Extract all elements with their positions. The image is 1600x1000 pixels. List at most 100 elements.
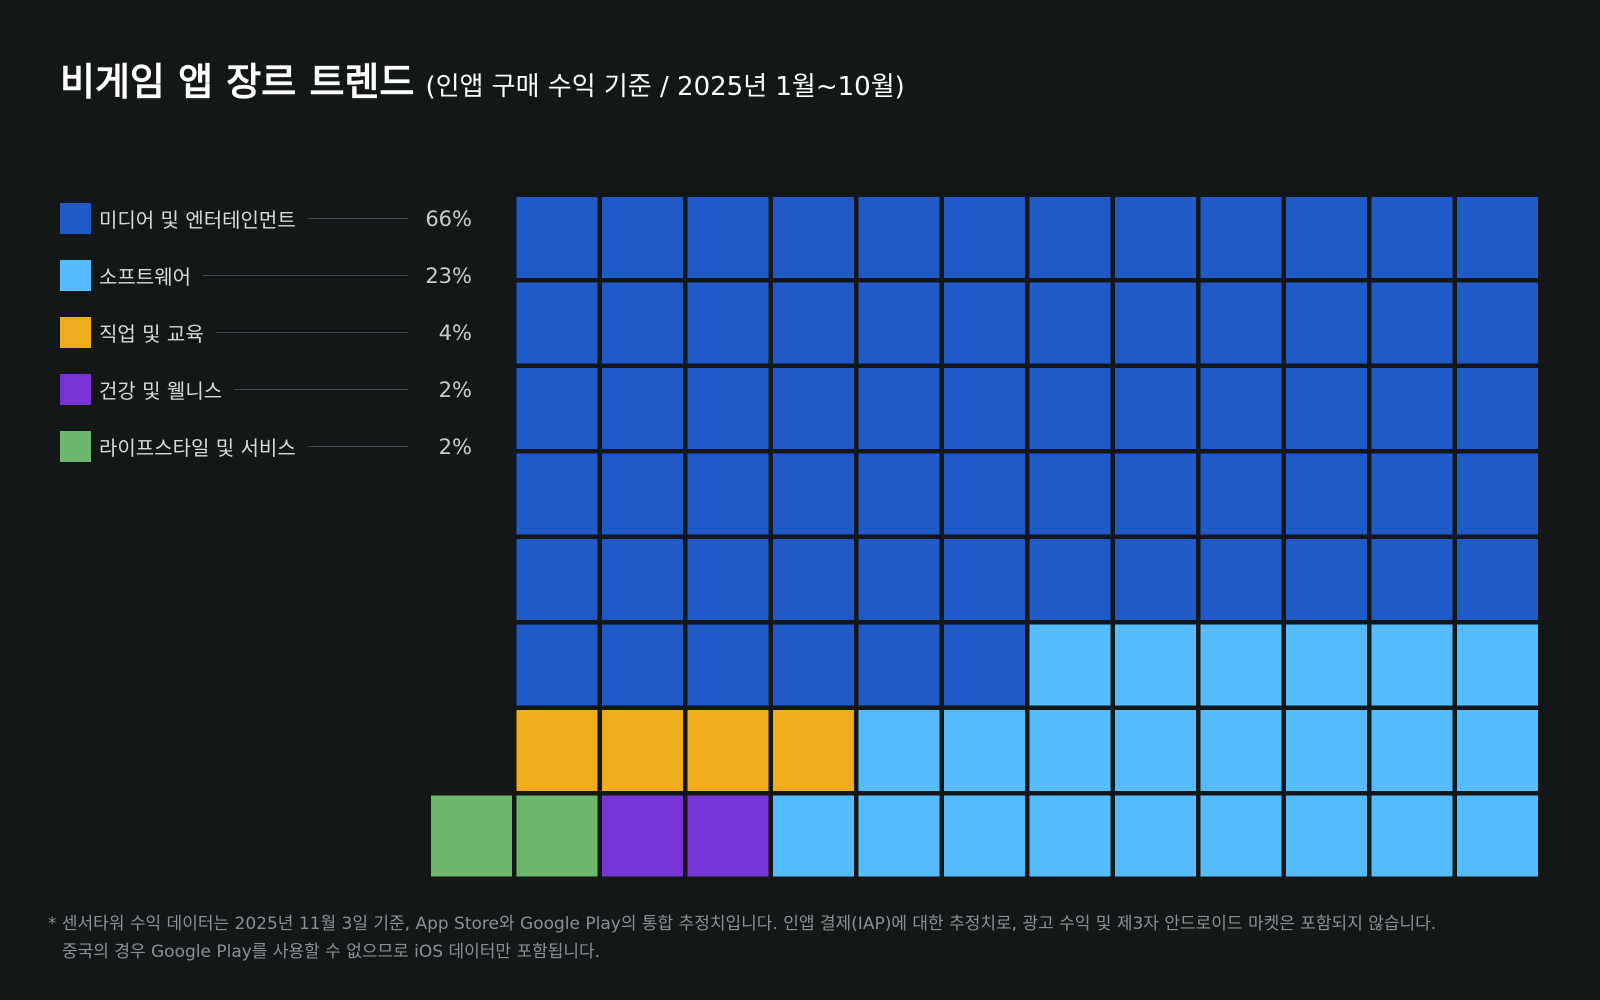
waffle-cell-lifestyle-services: [516, 795, 598, 877]
waffle-cell-media-entertainment: [516, 368, 598, 449]
legend-swatch-jobs-education: [60, 317, 91, 348]
waffle-cell-media-entertainment: [773, 624, 854, 706]
waffle-cell-media-entertainment: [602, 624, 683, 706]
waffle-cell-media-entertainment: [1371, 282, 1453, 364]
waffle-cell-media-entertainment: [1286, 539, 1367, 620]
waffle-cell-software: [1457, 624, 1538, 706]
legend-label-jobs-education: 직업 및 교육: [99, 322, 204, 346]
waffle-cell-media-entertainment: [1200, 282, 1282, 364]
waffle-cell-media-entertainment: [1457, 197, 1538, 278]
waffle-cell-media-entertainment: [1200, 368, 1282, 449]
legend-swatch-lifestyle-services: [60, 431, 91, 462]
waffle-cell-media-entertainment: [687, 539, 769, 620]
waffle-cell-media-entertainment: [1371, 368, 1453, 449]
waffle-cell-media-entertainment: [858, 539, 940, 620]
footnote-line-2: 중국의 경우 Google Play를 사용할 수 없으므로 iOS 데이터만 …: [62, 942, 601, 962]
legend-item-media-entertainment: 미디어 및 엔터테인먼트 66%: [60, 190, 472, 247]
waffle-cell-media-entertainment: [1029, 368, 1111, 449]
waffle-cell-media-entertainment: [1286, 197, 1367, 278]
waffle-cell-media-entertainment: [687, 368, 769, 449]
waffle-cell-software: [1286, 624, 1367, 706]
waffle-cell-software: [1115, 710, 1196, 791]
legend-swatch-media-entertainment: [60, 203, 91, 234]
waffle-cell-media-entertainment: [944, 624, 1025, 706]
legend-swatch-software: [60, 260, 91, 291]
legend-value-software: 23%: [425, 263, 472, 288]
legend-value-lifestyle-services: 2%: [438, 434, 472, 459]
legend-label-lifestyle-services: 라이프스타일 및 서비스: [99, 436, 296, 460]
waffle-cell-software: [773, 795, 854, 877]
waffle-cell-media-entertainment: [944, 368, 1025, 449]
waffle-cell-software: [1200, 624, 1282, 706]
waffle-cell-media-entertainment: [1457, 453, 1538, 535]
waffle-cell-media-entertainment: [516, 539, 598, 620]
waffle-cell-media-entertainment: [1029, 282, 1111, 364]
waffle-cell-software: [1371, 795, 1453, 877]
waffle-cell-media-entertainment: [1286, 453, 1367, 535]
footnote-line-1: * 센서타워 수익 데이터는 2025년 11월 3일 기준, App Stor…: [48, 914, 1437, 934]
waffle-cell-software: [1200, 795, 1282, 877]
chart-title: 비게임 앱 장르 트렌드 (인앱 구매 수익 기준 / 2025년 1월~10월…: [60, 52, 905, 120]
waffle-cell-media-entertainment: [602, 368, 683, 449]
legend-label-media-entertainment: 미디어 및 엔터테인먼트: [99, 208, 296, 232]
waffle-cell-software: [858, 710, 940, 791]
waffle-cell-software: [1286, 710, 1367, 791]
waffle-cell-media-entertainment: [516, 282, 598, 364]
waffle-cell-media-entertainment: [773, 368, 854, 449]
waffle-cell-jobs-education: [602, 710, 683, 791]
waffle-cell-media-entertainment: [1371, 453, 1453, 535]
waffle-cell-media-entertainment: [687, 282, 769, 364]
waffle-cell-media-entertainment: [858, 453, 940, 535]
waffle-cell-software: [1371, 710, 1453, 791]
waffle-cell-software: [1457, 710, 1538, 791]
waffle-cell-media-entertainment: [1029, 453, 1111, 535]
waffle-cell-media-entertainment: [1457, 539, 1538, 620]
legend-item-software: 소프트웨어 23%: [60, 247, 472, 304]
waffle-cell-media-entertainment: [773, 539, 854, 620]
waffle-cell-media-entertainment: [1115, 197, 1196, 278]
waffle-cell-media-entertainment: [1286, 368, 1367, 449]
waffle-cell-media-entertainment: [773, 282, 854, 364]
chart-subtitle: (인앱 구매 수익 기준 / 2025년 1월~10월): [425, 72, 905, 102]
waffle-cell-software: [944, 795, 1025, 877]
waffle-cell-media-entertainment: [516, 624, 598, 706]
waffle-cell-jobs-education: [687, 710, 769, 791]
waffle-cell-media-entertainment: [602, 282, 683, 364]
waffle-cell-media-entertainment: [944, 197, 1025, 278]
waffle-cell-health-wellness: [602, 795, 683, 877]
waffle-cell-media-entertainment: [687, 624, 769, 706]
waffle-cell-lifestyle-services: [431, 795, 512, 877]
legend-leader-line: [215, 332, 408, 333]
waffle-cell-jobs-education: [773, 710, 854, 791]
waffle-cell-media-entertainment: [1115, 539, 1196, 620]
waffle-cell-software: [1457, 795, 1538, 877]
legend-label-health-wellness: 건강 및 웰니스: [99, 379, 223, 403]
waffle-cell-media-entertainment: [1286, 282, 1367, 364]
legend-leader-line: [307, 218, 408, 219]
legend-leader-line: [307, 446, 408, 447]
waffle-cell-software: [1115, 624, 1196, 706]
waffle-cell-media-entertainment: [687, 453, 769, 535]
waffle-cell-media-entertainment: [602, 197, 683, 278]
legend-leader-line: [234, 389, 408, 390]
legend: 미디어 및 엔터테인먼트 66% 소프트웨어 23% 직업 및 교육 4% 건강…: [60, 190, 472, 475]
waffle-cell-media-entertainment: [1115, 282, 1196, 364]
waffle-cell-media-entertainment: [1371, 539, 1453, 620]
waffle-cell-media-entertainment: [944, 282, 1025, 364]
legend-leader-line: [203, 275, 408, 276]
legend-value-jobs-education: 4%: [438, 320, 472, 345]
legend-swatch-health-wellness: [60, 374, 91, 405]
waffle-cell-software: [1029, 624, 1111, 706]
waffle-cell-health-wellness: [687, 795, 769, 877]
waffle-cell-media-entertainment: [858, 197, 940, 278]
waffle-cell-media-entertainment: [773, 197, 854, 278]
waffle-cell-software: [1115, 795, 1196, 877]
footnote: * 센서타워 수익 데이터는 2025년 11월 3일 기준, App Stor…: [48, 910, 1578, 966]
waffle-cell-jobs-education: [516, 710, 598, 791]
waffle-cell-media-entertainment: [858, 368, 940, 449]
waffle-cell-media-entertainment: [516, 197, 598, 278]
legend-label-software: 소프트웨어: [99, 265, 191, 289]
waffle-cell-software: [1029, 795, 1111, 877]
legend-item-lifestyle-services: 라이프스타일 및 서비스 2%: [60, 418, 472, 475]
